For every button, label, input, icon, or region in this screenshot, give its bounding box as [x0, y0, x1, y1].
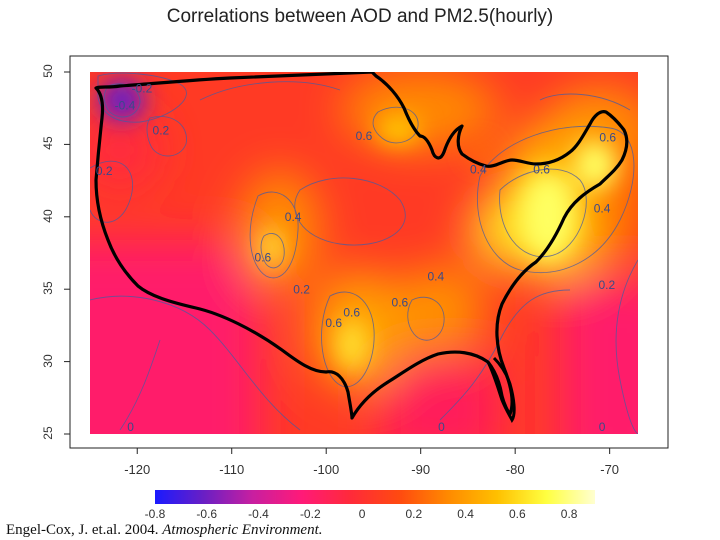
y-tick-label: 45 [41, 136, 55, 151]
colorbar-tick-label: -0.6 [196, 507, 218, 521]
contour-label: 0.6 [533, 162, 550, 176]
x-tick-label: -80 [505, 462, 525, 477]
y-tick-label: 25 [41, 426, 55, 440]
y-tick-label: 30 [41, 353, 55, 368]
contour-label: 0 [438, 420, 445, 434]
contour-label: 0.6 [392, 296, 409, 310]
contour-label: 0.2 [96, 164, 113, 178]
x-tick-label: -70 [600, 462, 620, 477]
x-tick-label: -120 [124, 462, 151, 477]
contour-label: 0.2 [293, 283, 310, 297]
contour-label: 0.2 [153, 123, 170, 137]
colorbar-tick-label: -0.4 [248, 507, 269, 521]
colorbar-tick-label: -0.2 [299, 507, 321, 521]
y-tick-label: 40 [41, 209, 55, 223]
colorbar-tick-label: 0.6 [509, 507, 526, 521]
contour-label: -0.4 [115, 99, 136, 113]
contour-label: 0.6 [343, 306, 360, 320]
contour-label: 0.4 [427, 270, 444, 284]
colorbar [155, 490, 595, 504]
citation-journal: Atmospheric Environment. [162, 522, 323, 538]
us-border [94, 72, 629, 420]
y-tick-label: 50 [41, 64, 55, 78]
x-axis [136, 448, 611, 454]
contour-label: 0 [599, 420, 606, 434]
colorbar-tick-label: 0.2 [405, 507, 423, 521]
contour-label: 0.6 [255, 251, 272, 265]
colorbar-tick-label: 0.8 [560, 507, 578, 521]
contour-label: 0.4 [285, 210, 302, 224]
contour-label: 0 [127, 420, 134, 434]
heatmap-field [90, 72, 638, 434]
colorbar-tick-label: -0.8 [144, 507, 166, 521]
x-tick-label: -100 [313, 462, 340, 477]
florida [486, 356, 516, 423]
contour-label: 0.6 [325, 316, 342, 330]
contour-label: 0.6 [599, 131, 616, 145]
y-tick-label: 35 [41, 281, 55, 295]
x-tick-label: -90 [411, 462, 431, 477]
chart-title: Correlations between AOD and PM2.5(hourl… [166, 6, 554, 27]
colorbar-tick-label: 0 [358, 507, 366, 521]
contour-lines [90, 72, 638, 434]
contour-label: 0.2 [598, 278, 615, 292]
x-tick-label: -110 [219, 462, 245, 477]
contour-label: 0.4 [470, 162, 487, 176]
contour-label: 0.4 [594, 201, 611, 215]
contour-label: -0.2 [132, 81, 153, 95]
contour-label: 0.6 [356, 129, 373, 143]
contour-labels: -0.2-0.40.20.20.6 0.60.4 0.60.40.40.60.40.… [96, 81, 617, 434]
citation: Engel-Cox, J. et.al. 2004. Atmospheric E… [6, 522, 322, 539]
citation-authors: Engel-Cox, J. et.al. 2004. [6, 522, 159, 538]
y-axis [64, 71, 70, 435]
colorbar-tick-label: 0.4 [457, 507, 474, 521]
